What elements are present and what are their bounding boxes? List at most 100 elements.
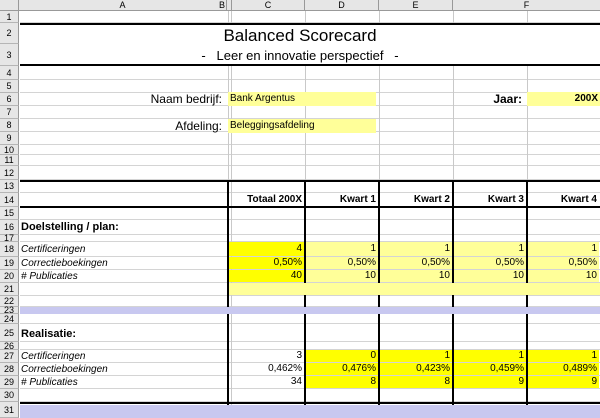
row-header[interactable]: 14 <box>0 193 19 207</box>
quarter-value-cell[interactable]: 0,50% <box>306 257 378 269</box>
company-label: Naam bedrijf: <box>150 92 222 106</box>
quarter-value-cell[interactable]: 0,50% <box>528 257 599 269</box>
row-gridline <box>20 282 600 283</box>
section-realisation-title: Realisatie: <box>21 328 77 340</box>
row-header[interactable]: 11 <box>0 155 19 166</box>
row-header[interactable]: 12 <box>0 166 19 180</box>
select-all-corner[interactable] <box>0 0 19 11</box>
total-value-cell[interactable]: 40 <box>229 270 304 282</box>
table-column-border <box>227 180 229 418</box>
row-header[interactable]: 5 <box>0 80 19 93</box>
row-header[interactable]: 6 <box>0 93 19 106</box>
quarter-value-cell[interactable]: 0 <box>306 350 378 362</box>
row-header[interactable]: 23 <box>0 306 19 315</box>
quarter-value-cell[interactable]: 1 <box>454 242 526 256</box>
row-gridline <box>20 295 600 296</box>
row-header[interactable]: 1 <box>0 11 19 23</box>
row-gridline <box>20 79 600 80</box>
year-label: Jaar: <box>493 92 522 106</box>
year-field[interactable]: 200X <box>527 92 600 106</box>
column-header-f[interactable]: F <box>453 0 600 11</box>
row-header[interactable]: 31 <box>0 402 19 418</box>
row-gridline <box>20 234 600 235</box>
quarter-value-cell[interactable]: 8 <box>380 376 452 388</box>
quarter-value-cell[interactable]: 9 <box>528 376 599 388</box>
row-header[interactable]: 18 <box>0 242 19 257</box>
row-gridline <box>20 192 600 193</box>
empty-input-row[interactable] <box>229 283 600 295</box>
quarter-value-cell[interactable]: 10 <box>454 270 526 282</box>
column-header-c[interactable]: C <box>231 0 305 11</box>
separator-band-bottom <box>20 405 600 418</box>
row-header[interactable]: 27 <box>0 350 19 363</box>
total-value-cell[interactable]: 34 <box>290 376 302 387</box>
total-value-cell[interactable]: 4 <box>229 242 304 256</box>
row-gridline <box>20 241 600 242</box>
row-header[interactable]: 13 <box>0 180 19 193</box>
title-box <box>20 23 600 66</box>
column-header-a[interactable]: A <box>19 0 227 11</box>
row-header[interactable]: 20 <box>0 270 19 283</box>
department-label: Afdeling: <box>175 119 222 133</box>
row-header[interactable]: 7 <box>0 106 19 119</box>
quarter-value-cell[interactable]: 0,476% <box>306 363 378 375</box>
row-header[interactable]: 22 <box>0 296 19 307</box>
quarter-value-cell[interactable]: 0,489% <box>528 363 599 375</box>
quarter-value-cell[interactable]: 0,423% <box>380 363 452 375</box>
row-gridline <box>20 306 600 307</box>
section-plan-title: Doelstelling / plan: <box>21 221 119 233</box>
table-header-bottom-border <box>20 206 600 208</box>
row-header[interactable]: 2 <box>0 23 19 44</box>
quarter-value-cell[interactable]: 8 <box>306 376 378 388</box>
quarter-value-cell[interactable]: 1 <box>454 350 526 362</box>
quarter-value-cell[interactable]: 0,50% <box>380 257 452 269</box>
quarter-value-cell[interactable]: 10 <box>528 270 599 282</box>
row-header[interactable]: 24 <box>0 314 19 324</box>
row-gridline <box>20 179 600 180</box>
table-header-quarter-2: Kwart 2 <box>413 194 450 205</box>
row-header[interactable]: 3 <box>0 44 19 66</box>
quarter-value-cell[interactable]: 10 <box>380 270 452 282</box>
column-header-d[interactable]: D <box>305 0 379 11</box>
table-bottom-border <box>20 402 600 404</box>
quarter-value-cell[interactable]: 1 <box>380 242 452 256</box>
row-gridline <box>20 362 600 363</box>
quarter-value-cell[interactable]: 1 <box>528 242 599 256</box>
column-header-e[interactable]: E <box>379 0 453 11</box>
row-label: # Publicaties <box>21 271 78 282</box>
row-header[interactable]: 15 <box>0 207 19 220</box>
row-gridline <box>20 144 600 145</box>
row-header[interactable]: 4 <box>0 66 19 80</box>
company-name-field[interactable]: Bank Argentus <box>228 92 376 106</box>
row-header[interactable]: 30 <box>0 389 19 402</box>
row-gridline <box>20 219 600 220</box>
quarter-value-cell[interactable]: 9 <box>454 376 526 388</box>
row-header[interactable]: 26 <box>0 342 19 351</box>
quarter-value-cell[interactable]: 1 <box>306 242 378 256</box>
row-header[interactable]: 28 <box>0 363 19 376</box>
row-header[interactable]: 9 <box>0 132 19 145</box>
row-header[interactable]: 10 <box>0 145 19 155</box>
row-header[interactable]: 29 <box>0 376 19 389</box>
row-header[interactable]: 8 <box>0 119 19 132</box>
row-header[interactable]: 17 <box>0 234 19 243</box>
row-gridline <box>20 401 600 402</box>
quarter-value-cell[interactable]: 1 <box>528 350 599 362</box>
row-header[interactable]: 19 <box>0 257 19 270</box>
total-value-cell[interactable]: 0,462% <box>268 363 302 374</box>
column-header-b[interactable]: B <box>219 0 231 11</box>
table-column-border <box>452 180 454 418</box>
quarter-value-cell[interactable]: 10 <box>306 270 378 282</box>
row-header[interactable]: 16 <box>0 220 19 235</box>
row-header[interactable]: 21 <box>0 283 19 296</box>
department-field[interactable]: Beleggingsafdeling <box>228 119 376 133</box>
row-gridline <box>20 154 600 155</box>
quarter-value-cell[interactable]: 1 <box>380 350 452 362</box>
total-value-cell[interactable]: 0,50% <box>229 257 304 269</box>
quarter-value-cell[interactable]: 0,459% <box>454 363 526 375</box>
total-value-cell[interactable]: 3 <box>296 350 302 361</box>
quarter-value-cell[interactable]: 0,50% <box>454 257 526 269</box>
row-gridline <box>20 269 600 270</box>
row-header[interactable]: 25 <box>0 324 19 342</box>
